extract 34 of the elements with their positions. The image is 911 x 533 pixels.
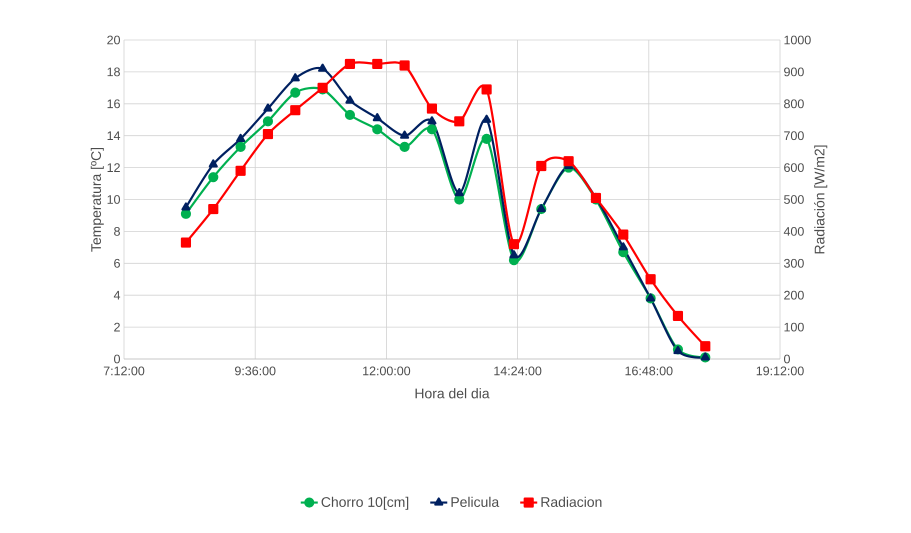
y-tick-label: 18 <box>108 67 120 76</box>
x-tick-label: 16:48:00 <box>626 366 673 376</box>
y-tick-label: 10 <box>108 195 120 204</box>
y-tick-label: 12 <box>108 163 120 172</box>
x-tick-label: 9:36:00 <box>235 366 276 376</box>
y2-tick-label: 400 <box>784 227 804 236</box>
y2-tick-label: 0 <box>784 354 790 364</box>
y-tick-label: 16 <box>108 99 120 108</box>
x-tick-label: 7:12:00 <box>104 366 144 376</box>
legend-label: Pelicula <box>451 496 500 507</box>
y2-tick-label: 200 <box>784 290 804 300</box>
y-tick-label: 8 <box>114 226 120 236</box>
y2-tick-label: 100 <box>784 322 804 332</box>
y2-tick-label: 600 <box>784 163 804 172</box>
y-tick-label: 14 <box>108 131 120 140</box>
y2-tick-label: 300 <box>784 258 804 268</box>
x-axis-title: Hora del dia <box>416 388 490 398</box>
legend-label: Radiacion <box>541 496 602 507</box>
y-tick-label: 6 <box>114 258 120 268</box>
y-tick-label: 0 <box>114 354 120 364</box>
y-axis-title: Temperatura [ºC] <box>90 148 104 252</box>
x-tick-label: 19:12:00 <box>756 366 804 376</box>
y2-tick-label: 800 <box>784 99 804 108</box>
y2-axis-title: Radiación [W/m2] <box>814 145 828 254</box>
y2-tick-label: 500 <box>784 195 804 204</box>
y2-tick-label: 900 <box>784 67 804 76</box>
y-tick-label: 4 <box>114 290 120 300</box>
y2-tick-label: 700 <box>784 131 804 140</box>
y-tick-label: 20 <box>107 36 120 44</box>
x-tick-label: 14:24:00 <box>494 366 542 376</box>
y-tick-label: 2 <box>114 322 120 332</box>
x-tick-label: 12:00:00 <box>363 366 410 376</box>
legend-label: Chorro 10[cm] <box>322 496 408 510</box>
y2-tick-label: 1000 <box>784 36 811 44</box>
